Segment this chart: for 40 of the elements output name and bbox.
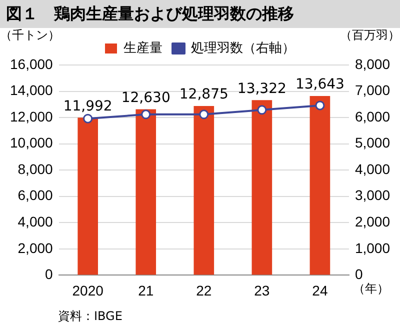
y-tick-label: 12,000 [10,108,54,124]
data-label: 12,875 [179,86,228,103]
y-tick-label: 16,000 [10,56,54,72]
y2-tick-label: 7,000 [354,82,390,98]
text: 資料：IBGE [58,308,122,325]
legend-label: 生産量 [124,40,162,56]
x-axis-title: （年） [352,281,389,296]
y-tick-label: 10,000 [10,134,54,151]
point [199,110,209,120]
y2-tick-label: 1,000 [354,240,390,256]
y-tick-label: 14,000 [10,82,54,98]
data-label: 13,322 [237,80,286,97]
point [83,114,93,124]
point [315,100,325,110]
legend-label: 処理羽数（右軸） [191,40,295,56]
x-tick-label: 24 [312,282,328,298]
y2-axis-title: （百万羽） [340,28,400,42]
point [141,110,151,120]
x-tick-label: 21 [138,282,154,298]
y-tick-label: 4,000 [18,214,54,230]
y2-tick-label: 5,000 [354,134,390,151]
x-tick-label: 23 [254,282,270,298]
y-axis-title: （千トン） [0,28,60,42]
y-tick-label: 0 [45,266,54,282]
y2-tick-label: 3,000 [354,187,390,204]
data-label: 13,643 [295,76,344,93]
y2-tick-label: 6,000 [354,108,390,124]
y2-tick-label: 2,000 [354,214,390,230]
y2-tick-label: 0 [354,266,363,282]
data-label: 12,630 [121,90,170,106]
y2-tick-label: 4,000 [354,160,390,177]
y2-tick-label: 8,000 [354,56,390,72]
x-tick-label: 22 [196,282,212,298]
x-tick-label: 2020 [72,282,104,298]
point [257,105,267,115]
y-tick-label: 2,000 [18,240,54,256]
chart-title: 図１ 鶏肉生産量および処理羽数の推移 [0,0,400,28]
y-tick-label: 8,000 [18,160,54,177]
data-label: 11,992 [63,98,112,114]
y-tick-label: 6,000 [18,187,54,204]
